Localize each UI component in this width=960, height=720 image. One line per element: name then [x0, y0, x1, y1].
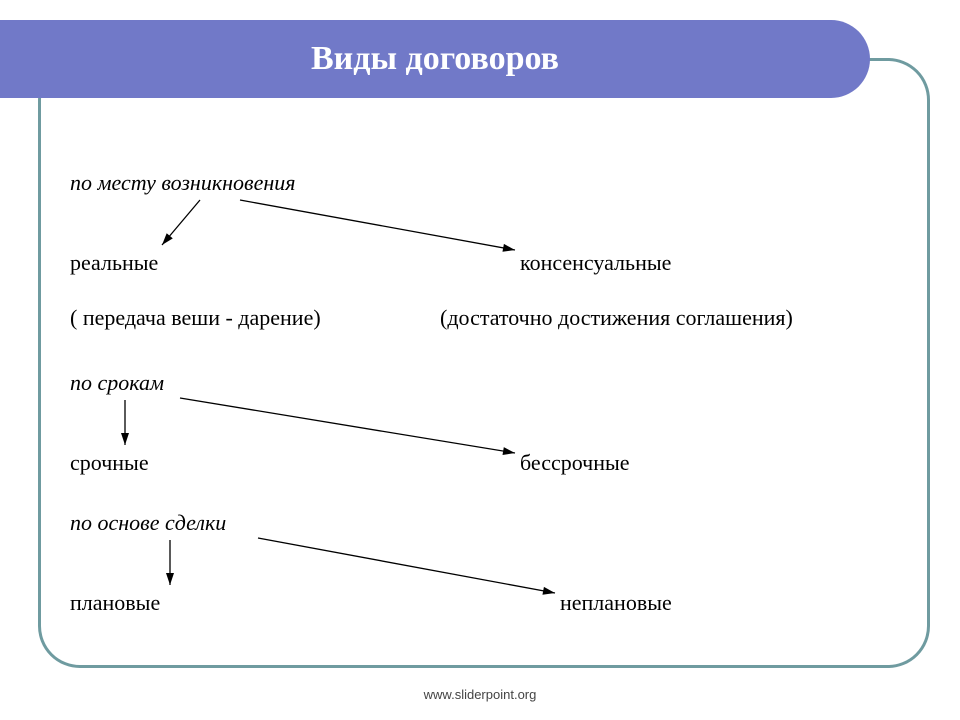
title-underline [62, 108, 895, 111]
slide-title: Виды договоров [311, 40, 559, 78]
slide: Виды договоров по месту возникновения ре… [0, 0, 960, 720]
footer-text: www.sliderpoint.org [0, 687, 960, 702]
arrows-layer [70, 160, 900, 650]
content-area: по месту возникновения реальные консенсу… [70, 160, 900, 650]
title-bar: Виды договоров [0, 20, 870, 98]
